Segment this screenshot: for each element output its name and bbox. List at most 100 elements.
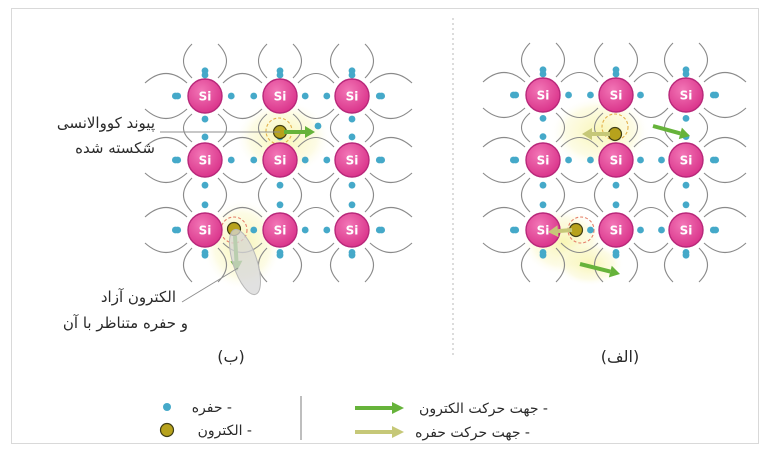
left-panel-orbital-top-2-0: [144, 206, 188, 218]
left-panel-bond-electron: [348, 115, 356, 123]
hole-direction-label: جهت حرکت حفره -: [415, 425, 530, 441]
right-panel-free-electron-0: [607, 126, 623, 142]
si-atom-circle: [525, 142, 561, 178]
left-panel-bond-electron: [323, 226, 331, 234]
left-panel-orbital-left-1-2: [257, 177, 268, 213]
left-panel-highlight-ellipse-0: [228, 228, 262, 296]
right-panel-orbital-bottom-2-1: [560, 242, 599, 254]
left-panel-orbital-top-1-1: [222, 136, 263, 148]
right-panel-bond-electron: [539, 249, 547, 256]
left-panel-bond-electron: [276, 67, 284, 75]
right-panel-motion-arrow-1-shaft: [652, 124, 681, 136]
left-panel-si-atom: Si: [334, 78, 370, 114]
right-panel-orbital-top-0-0: [482, 71, 526, 83]
left-panel-orbital-bottom-2-2: [297, 242, 335, 254]
right-panel-orbital-left-0-3: [520, 247, 531, 283]
si-atom-circle: [262, 212, 298, 248]
right-panel-bond-electron: [539, 201, 547, 209]
left-panel-bond-electron: [323, 156, 331, 164]
right-panel-bond-electron: [682, 115, 690, 122]
left-panel-orbital-right-2-2: [364, 177, 375, 213]
right-panel: Si Si Si Si Si Si Si Si Si: [482, 42, 747, 286]
si-atom-label: Si: [680, 224, 693, 238]
left-panel-orbital-bottom-1-1: [222, 172, 263, 184]
right-panel-bond-electron: [682, 181, 690, 189]
right-panel-orbital-right-1-1: [628, 112, 639, 143]
right-panel-bond-electron: [587, 156, 594, 164]
left-panel-orbital-left-2-1: [329, 113, 340, 143]
si-atom-label: Si: [537, 224, 550, 238]
si-atom-circle: [668, 142, 704, 178]
si-atom-circle: [187, 78, 223, 114]
left-panel-orbital-right-1-3: [292, 247, 303, 283]
right-panel-orbital-top-2-0: [482, 206, 526, 218]
right-panel-si-atom: Si: [598, 142, 634, 178]
right-panel-orbital-right-1-3: [628, 247, 639, 283]
right-panel-bond-electron: [565, 156, 572, 164]
left-panel-orbital-top-0-0: [144, 72, 188, 84]
right-panel-bond-electron: [712, 156, 720, 164]
left-panel-bond-electron: [250, 92, 258, 100]
right-panel-bond-electron: [637, 91, 644, 99]
right-panel-orbital-top-0-1: [560, 71, 599, 83]
right-panel-orbital-right-0-0: [555, 42, 566, 78]
right-panel-bond-electron: [587, 91, 594, 99]
right-panel-orbital-right-2-0: [698, 42, 709, 78]
left-panel-orbital-top-2-3: [369, 206, 413, 218]
left-panel-bond-electron: [174, 226, 182, 234]
right-panel-motion-arrow-3-head: [608, 265, 620, 278]
right-panel-orbital-top-1-3: [703, 136, 747, 148]
left-panel-bond-electron: [348, 67, 356, 75]
left-panel-si-atom: Si: [262, 212, 298, 248]
right-panel-orbital-bottom-2-2: [633, 242, 669, 254]
right-panel-si-atom: Si: [668, 77, 704, 113]
left-panel-orbital-right-0-1: [217, 113, 228, 143]
right-panel-orbital-top-2-1: [560, 206, 599, 218]
left-panel-bond-electron: [301, 92, 309, 100]
right-panel-bond-electron: [658, 226, 665, 234]
left-panel-orbital-top-2-1: [222, 206, 263, 218]
left-panel-si-atom: Si: [334, 142, 370, 178]
left-panel-bond-electron: [201, 181, 209, 189]
panel-label-right: (الف): [601, 347, 639, 366]
right-panel-bond-electron: [658, 156, 665, 164]
left-panel-bond-electron: [227, 92, 235, 100]
right-panel-bond-electron: [682, 201, 690, 209]
left-panel-orbital-bottom-0-0: [144, 108, 188, 120]
left-panel-bond-electron: [301, 156, 309, 164]
left-panel-orbital-left-0-1: [182, 113, 193, 143]
left-panel-orbital-right-2-1: [364, 113, 375, 143]
right-panel-si-atom: Si: [598, 77, 634, 113]
si-atom-label: Si: [610, 89, 623, 103]
si-atom-label: Si: [346, 90, 359, 104]
left-panel-bond-electron: [201, 67, 209, 75]
left-panel-orbital-left-2-0: [329, 43, 340, 79]
left-panel-bond-electron: [301, 226, 309, 234]
left-panel-orbital-right-2-3: [364, 247, 375, 283]
right-panel-orbital-bottom-1-1: [560, 172, 599, 184]
right-panel-bond-electron: [539, 133, 547, 141]
right-panel-orbital-top-1-1: [560, 136, 599, 148]
left-panel-bond-electron: [201, 115, 209, 123]
si-atom-circle: [598, 142, 634, 178]
right-panel-orbital-bottom-1-2: [633, 172, 669, 184]
right-panel-bond-electron: [712, 226, 720, 234]
si-atom-circle: [187, 212, 223, 248]
left-panel-bond-electron: [378, 156, 386, 164]
right-panel-si-atom: Si: [668, 212, 704, 248]
right-panel-bond-electron: [539, 181, 547, 189]
right-panel-bond-electron: [512, 91, 520, 99]
right-panel-bond-electron: [682, 66, 690, 74]
left-panel-bond-electron: [276, 249, 284, 256]
right-panel-orbital-right-0-2: [555, 177, 566, 213]
right-panel-orbital-top-2-3: [703, 206, 747, 218]
right-panel-motion-arrow-2-shaft: [557, 228, 573, 234]
si-atom-label: Si: [199, 90, 212, 104]
right-panel-orbital-left-1-2: [593, 177, 604, 213]
right-panel-orbital-right-1-0: [628, 42, 639, 78]
electron-legend-label: الکترون -: [198, 423, 252, 439]
right-panel-orbital-right-2-2: [698, 177, 709, 213]
left-panel-orbital-bottom-1-2: [297, 172, 335, 184]
